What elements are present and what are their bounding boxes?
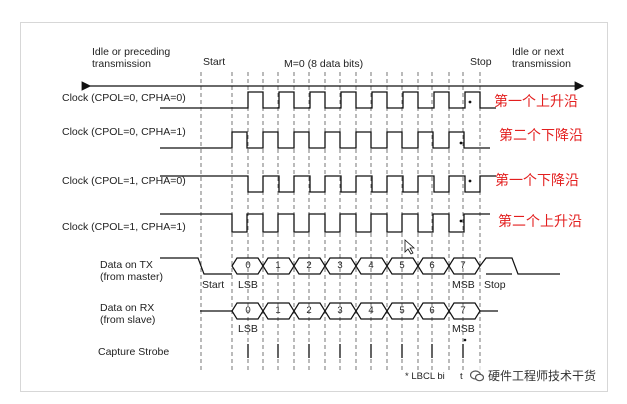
strobe-last-marker [463, 338, 467, 342]
clock-waveform-3 [160, 213, 490, 233]
clock-waveform-1 [160, 131, 490, 149]
bus-stop-tx [479, 257, 560, 275]
footnote-partial-text: t [460, 371, 463, 382]
idle-after-label-line1: Idle or next [512, 46, 564, 58]
clock-waveform-0 [160, 91, 496, 109]
idle-after-label-line2: transmission [512, 58, 571, 70]
frame-info-label: M=0 (8 data bits) [284, 58, 363, 70]
start-header-label: Start [203, 56, 225, 68]
tx-bit-2: 2 [306, 260, 311, 271]
edge-marker-3 [459, 219, 463, 223]
rx-lsb-label: LSB [238, 323, 258, 335]
idle-before-label-line1: Idle or preceding [92, 46, 170, 58]
footnote-text: * LBCL bi [405, 371, 445, 382]
tx-label-line2: (from master) [100, 271, 163, 283]
clock-cpol1-cpha1-label: Clock (CPOL=1, CPHA=1) [62, 221, 186, 233]
rx-msb-label: MSB [452, 323, 475, 335]
tx-label-line1: Data on TX [100, 259, 153, 271]
waveform-layer [81, 72, 585, 370]
tx-bit-3: 3 [337, 260, 342, 271]
annotation-second-rising-edge: 第二个上升沿 [498, 213, 582, 230]
tx-bit-5: 5 [399, 260, 404, 271]
tx-bit-1: 1 [275, 260, 280, 271]
clock-cpol0-cpha1-label: Clock (CPOL=0, CPHA=1) [62, 126, 186, 138]
edge-marker-0 [468, 100, 472, 104]
tx-stop-label: Stop [484, 279, 506, 291]
annotation-first-rising-edge: 第一个上升沿 [494, 93, 578, 110]
tx-bit-4: 4 [368, 260, 373, 271]
mouse-cursor-icon [404, 239, 416, 255]
rx-label-line2: (from slave) [100, 314, 155, 326]
tx-bit-7: 7 [460, 260, 465, 271]
rx-label-line1: Data on RX [100, 302, 154, 314]
bus-start-tx [160, 257, 232, 275]
watermark-badge: 硬件工程师技术干货 [466, 365, 601, 385]
stop-header-label: Stop [470, 56, 492, 68]
watermark-text: 硬件工程师技术干货 [488, 368, 597, 383]
edge-marker-2 [468, 179, 472, 183]
tx-start-label: Start [202, 279, 224, 291]
annotation-first-falling-edge: 第一个下降沿 [495, 172, 579, 189]
tx-bit-6: 6 [429, 260, 434, 271]
annotation-second-falling-edge: 第二个下降沿 [499, 127, 583, 144]
clock-waveform-2 [160, 175, 496, 193]
wechat-icon [469, 369, 485, 382]
tx-bit-0: 0 [245, 260, 250, 271]
clock-cpol0-cpha0-label: Clock (CPOL=0, CPHA=0) [62, 92, 186, 104]
clock-cpol1-cpha0-label: Clock (CPOL=1, CPHA=0) [62, 175, 186, 187]
tx-bit-labels: 0 1 2 3 4 5 6 7 [245, 260, 465, 271]
edge-marker-1 [459, 141, 463, 145]
capture-strobe-label: Capture Strobe [98, 346, 169, 358]
idle-before-label-line2: transmission [92, 58, 151, 70]
